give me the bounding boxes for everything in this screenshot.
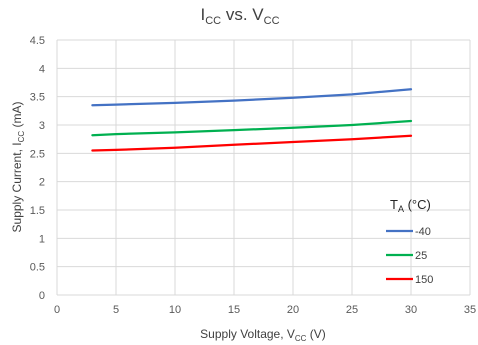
y-tick-label: 2.5 (30, 148, 45, 160)
x-tick-label: 35 (464, 304, 476, 316)
y-axis-title: Supply Current, ICC (mA) (10, 102, 26, 233)
x-tick-label: 10 (169, 304, 181, 316)
y-tick-label: 2 (39, 177, 45, 189)
x-tick-label: 5 (113, 304, 119, 316)
y-axis: 0 0.5 1 1.5 2 2.5 3 3.5 4 4.5 (30, 35, 45, 302)
x-axis-title: Supply Voltage, VCC (V) (200, 327, 326, 343)
chart-title: ICC vs. VCC (200, 5, 279, 27)
y-tick-label: 1.5 (30, 205, 45, 217)
y-tick-label: 3 (39, 120, 45, 132)
series-line-150 (91, 134, 413, 152)
series-line--40 (91, 88, 413, 107)
y-tick-label: 1 (39, 233, 45, 245)
x-tick-label: 15 (228, 304, 240, 316)
x-tick-label: 0 (54, 304, 60, 316)
y-tick-label: 4 (39, 63, 45, 75)
legend-label--40: -40 (415, 226, 431, 238)
x-tick-label: 30 (405, 304, 417, 316)
x-axis: 0 5 10 15 20 25 30 35 (54, 304, 476, 316)
y-tick-label: 0 (39, 290, 45, 302)
y-tick-label: 3.5 (30, 92, 45, 104)
y-tick-label: 4.5 (30, 35, 45, 47)
x-tick-label: 25 (346, 304, 358, 316)
plot-area (91, 88, 413, 152)
legend-label-150: 150 (415, 274, 433, 286)
legend-title: TA (°C) (390, 197, 431, 214)
x-tick-label: 20 (287, 304, 299, 316)
grid (56, 39, 471, 296)
y-tick-label: 0.5 (30, 262, 45, 274)
legend: TA (°C) -40 25 150 (386, 197, 433, 286)
legend-label-25: 25 (415, 250, 427, 262)
series-line-25 (91, 119, 413, 137)
